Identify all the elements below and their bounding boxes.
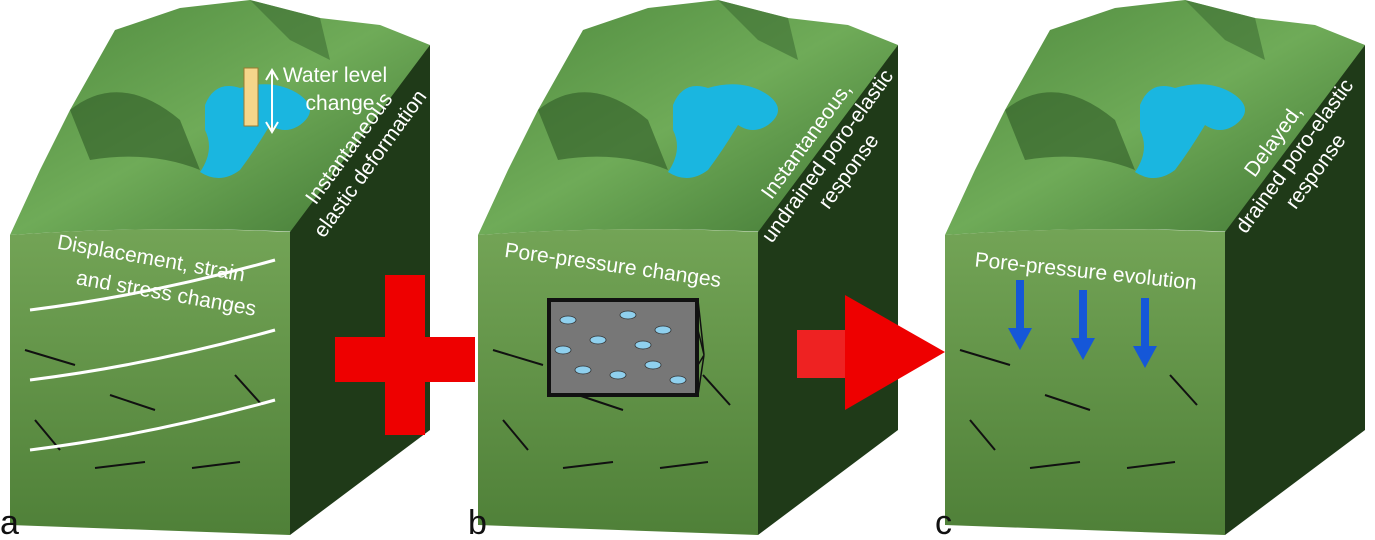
front-face <box>10 229 290 535</box>
pore <box>555 346 571 354</box>
panel-label: a <box>0 504 19 540</box>
water-level-text: Water level <box>283 64 387 87</box>
figure: aDisplacement, strainand stress changesI… <box>0 0 1375 540</box>
panel-label: b <box>468 504 487 540</box>
pore <box>645 361 661 369</box>
arrow-shaft <box>797 330 847 378</box>
pore <box>590 336 606 344</box>
pore <box>635 341 651 349</box>
pore <box>610 371 626 379</box>
pore <box>655 326 671 334</box>
ruler <box>244 68 258 126</box>
pore <box>560 316 576 324</box>
pore <box>670 376 686 384</box>
pore <box>575 366 591 374</box>
water-level-text: change <box>306 92 375 115</box>
panel-label: c <box>935 504 952 540</box>
pore <box>620 311 636 319</box>
